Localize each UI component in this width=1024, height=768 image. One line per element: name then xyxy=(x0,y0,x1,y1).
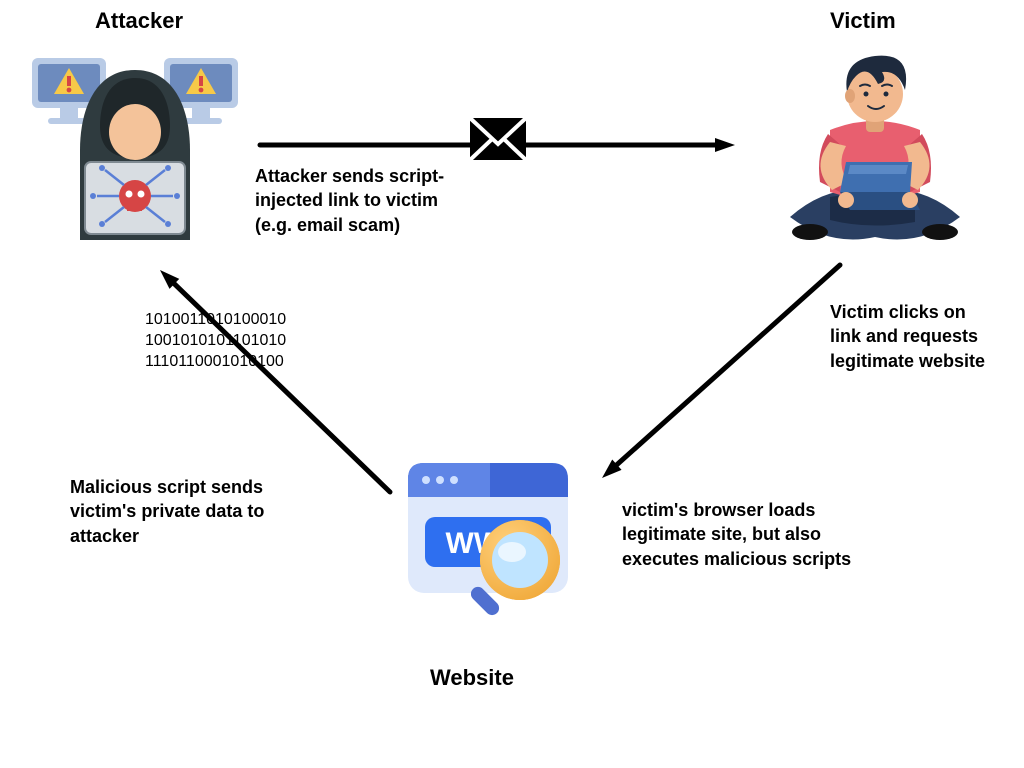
edge-label-4: Malicious script sendsvictim's private d… xyxy=(70,475,300,548)
website-icon: WWW xyxy=(390,445,600,655)
victim-label: Victim xyxy=(830,8,896,34)
attacker-icon xyxy=(30,40,240,240)
edge-label-2: Victim clicks onlink and requestslegitim… xyxy=(830,300,1020,373)
binary-data: 1010011010100010100101010110101011101100… xyxy=(145,310,286,372)
website-label: Website xyxy=(430,665,514,691)
edge-label-3: victim's browser loadslegitimate site, b… xyxy=(622,498,872,571)
victim-icon xyxy=(770,42,980,252)
edge-label-1: Attacker sends script-injected link to v… xyxy=(255,164,470,237)
attacker-label: Attacker xyxy=(95,8,183,34)
